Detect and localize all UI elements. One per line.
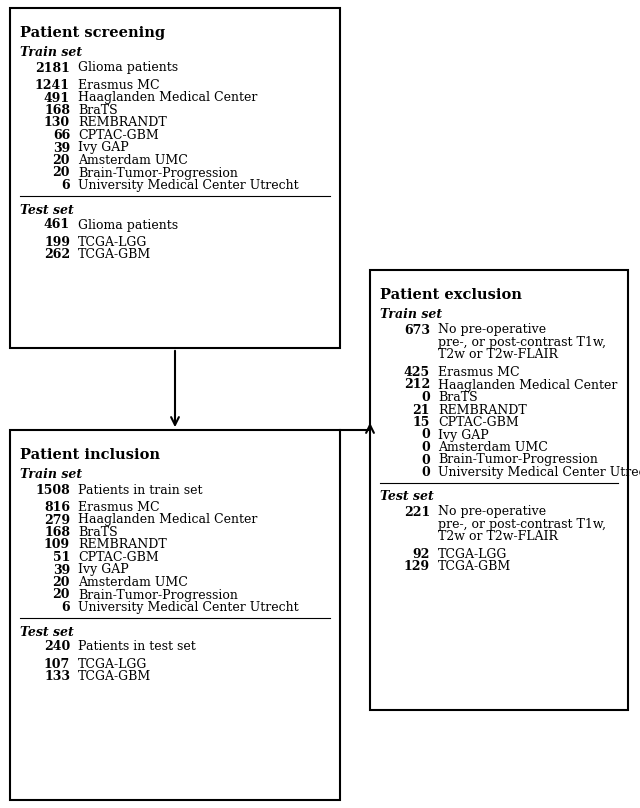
Text: 51: 51 (52, 551, 70, 564)
Text: 0: 0 (421, 391, 430, 404)
Text: 0: 0 (421, 466, 430, 479)
Text: 199: 199 (44, 236, 70, 249)
Text: 1241: 1241 (35, 79, 70, 92)
Text: 129: 129 (404, 561, 430, 574)
Text: Amsterdam UMC: Amsterdam UMC (438, 441, 548, 454)
Text: pre-, or post-contrast T1w,: pre-, or post-contrast T1w, (438, 518, 606, 531)
Text: Ivy GAP: Ivy GAP (438, 428, 489, 441)
Bar (10, 430, 340, 800)
Text: TCGA-LGG: TCGA-LGG (78, 236, 147, 249)
Text: 20: 20 (52, 588, 70, 601)
Text: Patients in test set: Patients in test set (78, 641, 196, 654)
Text: 20: 20 (52, 576, 70, 589)
Text: 491: 491 (44, 91, 70, 104)
Text: 6: 6 (61, 179, 70, 192)
Text: Brain-Tumor-Progression: Brain-Tumor-Progression (78, 166, 238, 179)
Text: University Medical Center Utrecht: University Medical Center Utrecht (78, 179, 299, 192)
Text: Amsterdam UMC: Amsterdam UMC (78, 576, 188, 589)
Text: 168: 168 (44, 526, 70, 539)
Text: 39: 39 (52, 563, 70, 576)
Text: 20: 20 (52, 154, 70, 167)
Text: Haaglanden Medical Center: Haaglanden Medical Center (78, 514, 257, 527)
Text: 1508: 1508 (35, 483, 70, 496)
Text: 212: 212 (404, 378, 430, 392)
Text: 92: 92 (413, 548, 430, 561)
Text: 39: 39 (52, 141, 70, 154)
Text: 109: 109 (44, 538, 70, 552)
Text: Haaglanden Medical Center: Haaglanden Medical Center (438, 378, 618, 392)
Text: 240: 240 (44, 641, 70, 654)
Text: 107: 107 (44, 658, 70, 671)
Bar (10, 8, 340, 348)
Text: BraTS: BraTS (438, 391, 477, 404)
Text: Train set: Train set (380, 309, 442, 322)
Text: Glioma patients: Glioma patients (78, 218, 178, 232)
Bar (370, 270, 628, 710)
Text: No pre-operative: No pre-operative (438, 323, 546, 336)
Text: CPTAC-GBM: CPTAC-GBM (78, 551, 159, 564)
Text: Brain-Tumor-Progression: Brain-Tumor-Progression (438, 453, 598, 466)
Text: 262: 262 (44, 249, 70, 262)
Text: 0: 0 (421, 453, 430, 466)
Text: Patient inclusion: Patient inclusion (20, 448, 160, 462)
Text: Glioma patients: Glioma patients (78, 61, 178, 74)
Text: REMBRANDT: REMBRANDT (78, 538, 167, 552)
Text: REMBRANDT: REMBRANDT (78, 116, 167, 129)
Text: 15: 15 (413, 416, 430, 429)
Text: Patient screening: Patient screening (20, 26, 165, 40)
Text: 425: 425 (404, 366, 430, 379)
Text: Test set: Test set (380, 490, 434, 503)
Text: 133: 133 (44, 671, 70, 684)
Text: Ivy GAP: Ivy GAP (78, 563, 129, 576)
Text: 673: 673 (404, 323, 430, 336)
Text: 221: 221 (404, 506, 430, 519)
Text: 279: 279 (44, 514, 70, 527)
Text: 6: 6 (61, 601, 70, 614)
Text: Test set: Test set (20, 625, 74, 638)
Text: 168: 168 (44, 104, 70, 117)
Text: REMBRANDT: REMBRANDT (438, 403, 527, 416)
Text: University Medical Center Utrecht: University Medical Center Utrecht (438, 466, 640, 479)
Text: pre-, or post-contrast T1w,: pre-, or post-contrast T1w, (438, 336, 606, 349)
Text: Haaglanden Medical Center: Haaglanden Medical Center (78, 91, 257, 104)
Text: University Medical Center Utrecht: University Medical Center Utrecht (78, 601, 299, 614)
Text: 21: 21 (413, 403, 430, 416)
Text: T2w or T2w-FLAIR: T2w or T2w-FLAIR (438, 531, 558, 544)
Text: Amsterdam UMC: Amsterdam UMC (78, 154, 188, 167)
Text: Erasmus MC: Erasmus MC (78, 79, 159, 92)
Text: Train set: Train set (20, 469, 82, 482)
Text: 130: 130 (44, 116, 70, 129)
Text: No pre-operative: No pre-operative (438, 506, 546, 519)
Text: 2181: 2181 (35, 61, 70, 74)
Text: Patient exclusion: Patient exclusion (380, 288, 522, 302)
Text: T2w or T2w-FLAIR: T2w or T2w-FLAIR (438, 348, 558, 361)
Text: Erasmus MC: Erasmus MC (438, 366, 520, 379)
Text: TCGA-GBM: TCGA-GBM (438, 561, 511, 574)
Text: Patients in train set: Patients in train set (78, 483, 202, 496)
Text: 20: 20 (52, 166, 70, 179)
Text: 0: 0 (421, 428, 430, 441)
Text: 0: 0 (421, 441, 430, 454)
Text: TCGA-GBM: TCGA-GBM (78, 671, 151, 684)
Text: CPTAC-GBM: CPTAC-GBM (438, 416, 519, 429)
Text: Test set: Test set (20, 204, 74, 217)
Text: BraTS: BraTS (78, 104, 118, 117)
Text: TCGA-LGG: TCGA-LGG (438, 548, 508, 561)
Text: 66: 66 (52, 129, 70, 142)
Text: TCGA-LGG: TCGA-LGG (78, 658, 147, 671)
Text: 816: 816 (44, 501, 70, 514)
Text: Ivy GAP: Ivy GAP (78, 141, 129, 154)
Text: Brain-Tumor-Progression: Brain-Tumor-Progression (78, 588, 238, 601)
Text: TCGA-GBM: TCGA-GBM (78, 249, 151, 262)
Text: Train set: Train set (20, 47, 82, 60)
Text: BraTS: BraTS (78, 526, 118, 539)
Text: Erasmus MC: Erasmus MC (78, 501, 159, 514)
Text: CPTAC-GBM: CPTAC-GBM (78, 129, 159, 142)
Text: 461: 461 (44, 218, 70, 232)
